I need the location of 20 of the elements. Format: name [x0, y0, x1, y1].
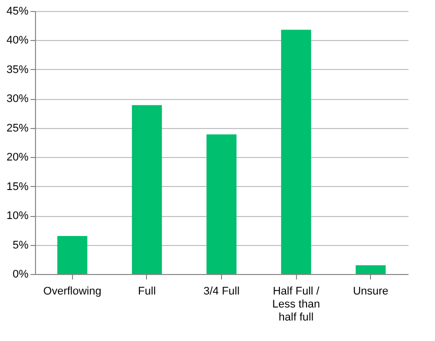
y-tick-label: 25% — [6, 122, 29, 134]
y-tick-label: 5% — [12, 239, 29, 252]
y-tick-label: 40% — [6, 34, 29, 47]
y-tick-label: 20% — [6, 152, 29, 164]
x-tick-label: Half Full / Less than half full — [272, 286, 320, 324]
y-tick-label: 30% — [6, 93, 29, 106]
x-tick-label: Unsure — [352, 286, 388, 298]
bar — [132, 105, 162, 274]
x-tick-label: Full — [138, 286, 156, 298]
y-tick-label: 35% — [6, 64, 29, 76]
bar — [281, 30, 312, 274]
x-tick-label: Overflowing — [43, 286, 102, 298]
y-tick-label: 45% — [6, 6, 29, 18]
bar — [206, 134, 236, 274]
y-tick-label: 15% — [6, 180, 29, 193]
x-tick-label: 3/4 Full — [203, 286, 240, 298]
bar — [356, 265, 386, 274]
y-tick-label: 0% — [12, 268, 29, 280]
bar — [57, 236, 88, 274]
y-tick-label: 10% — [6, 210, 29, 222]
